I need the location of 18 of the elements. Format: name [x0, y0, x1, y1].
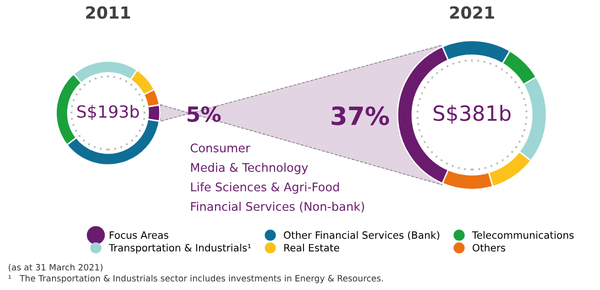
chart-title: 2011 [86, 6, 130, 19]
legend-label: Telecommunications [472, 231, 574, 239]
text: Financial Services (Non-bank) [191, 202, 364, 212]
text: S$381b [434, 104, 511, 124]
text: Media & Technology [191, 162, 308, 174]
legend-label: Other Financial Services (Bank) [284, 231, 440, 240]
text: S$193b [77, 104, 139, 120]
chart-title: 2021 [450, 6, 494, 19]
legend-label: Real Estate [284, 244, 340, 252]
text: Life Sciences & Agri-Food [191, 182, 339, 194]
legend-label: Focus Areas [110, 231, 168, 239]
text: ¹ The Transportation & Industrials sector includes investments in Energy & Resources. [8, 274, 383, 284]
legend-label: Others [472, 244, 506, 252]
data-label: 5% [188, 106, 221, 122]
data-label: 37% [332, 106, 390, 126]
text: (as at 31 March 2021) [8, 264, 102, 272]
text: Consumer [190, 143, 250, 152]
legend-label: Transportation & Industrials¹ [108, 244, 251, 254]
